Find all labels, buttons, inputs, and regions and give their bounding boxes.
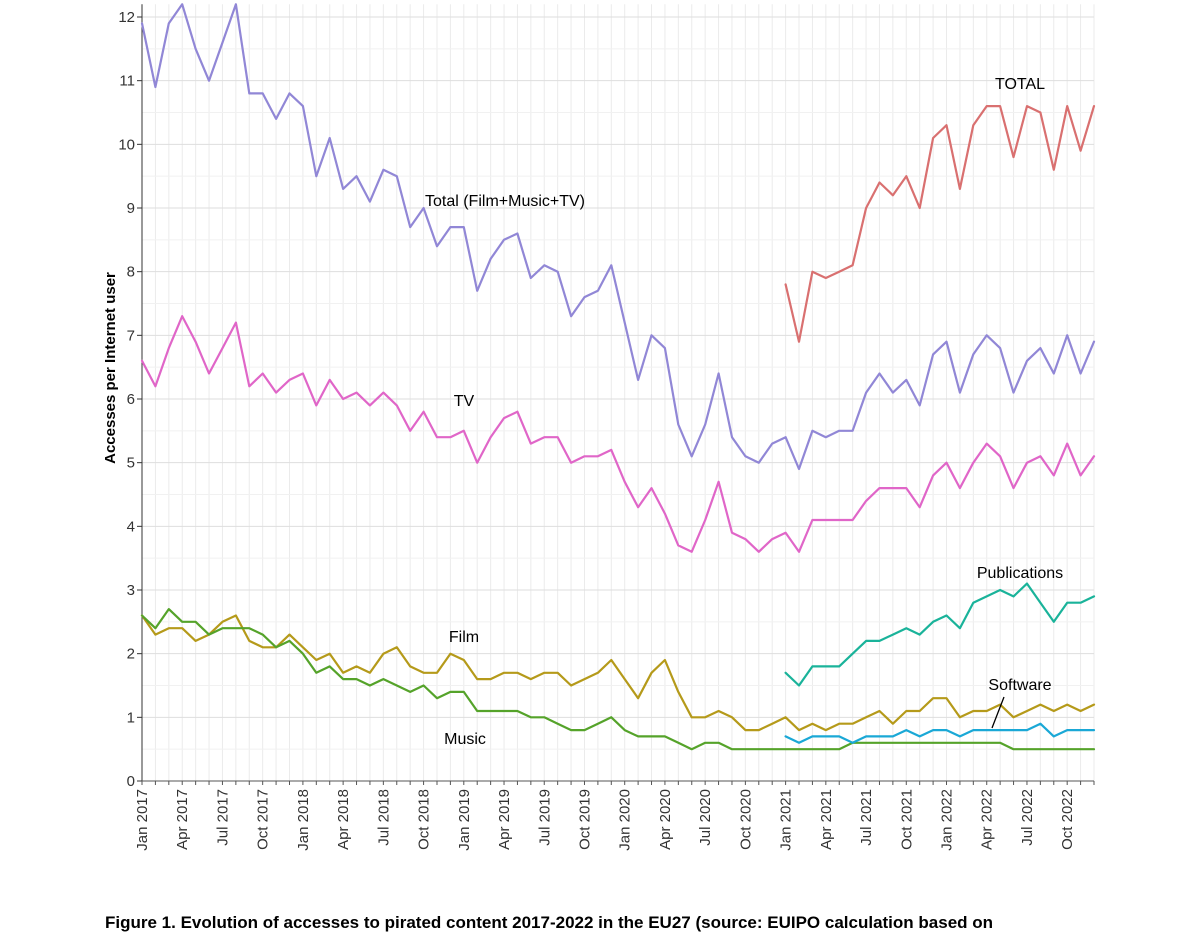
y-tick-label: 3 — [127, 582, 135, 599]
y-tick-label: 8 — [127, 264, 135, 281]
y-tick-label: 1 — [127, 709, 135, 726]
x-tick-label: Jul 2022 — [1019, 789, 1036, 846]
x-tick-label: Apr 2022 — [979, 789, 996, 850]
y-tick-label: 6 — [127, 391, 135, 408]
series-line-film — [140, 614, 1096, 732]
series-label-publications: Publications — [977, 565, 1063, 582]
x-tick-label: Oct 2022 — [1059, 789, 1076, 850]
series-line-tv — [140, 315, 1096, 553]
x-tick-label: Jan 2018 — [295, 789, 312, 851]
grid — [141, 4, 1095, 782]
y-tick-label: 9 — [127, 200, 135, 217]
x-tick-label: Jul 2021 — [858, 789, 875, 846]
series-labels: TOTAL Total (Film+Music+TV) TV Publications… — [425, 76, 1063, 748]
x-tick-label: Jan 2021 — [778, 789, 795, 851]
x-tick-label: Oct 2018 — [416, 789, 433, 850]
x-tick-label: Jan 2022 — [939, 789, 956, 851]
y-tick-label: 2 — [127, 646, 135, 663]
y-tick-label: 11 — [119, 73, 135, 90]
series-label-tv: TV — [454, 393, 475, 410]
x-tick-label: Apr 2017 — [174, 789, 191, 850]
series-line-software — [784, 722, 1096, 744]
series-line-music — [140, 607, 1096, 751]
x-tick-label: Oct 2019 — [576, 789, 593, 850]
series-lines — [140, 3, 1096, 751]
y-tick-label: 0 — [127, 773, 135, 790]
x-tick-label: Jul 2017 — [214, 789, 231, 846]
y-tick-label: 4 — [127, 518, 135, 535]
series-label-software: Software — [988, 677, 1051, 694]
x-tick-label: Jan 2017 — [134, 789, 151, 851]
y-tick-label: 7 — [127, 327, 135, 344]
y-tick-label: 12 — [118, 9, 135, 26]
x-tick-label: Jul 2020 — [697, 789, 714, 846]
series-line-publications — [784, 582, 1096, 687]
y-axis-title: Accesses per Internet user — [102, 272, 119, 464]
software-pointer-line — [991, 696, 1005, 729]
series-label-total: TOTAL — [995, 76, 1045, 93]
x-tick-label: Apr 2019 — [496, 789, 513, 850]
x-tick-label: Apr 2021 — [818, 789, 835, 850]
series-line-total — [784, 104, 1096, 343]
x-tick-label: Jan 2020 — [617, 789, 634, 851]
x-tick-label: Oct 2017 — [255, 789, 272, 850]
y-tick-label: 5 — [127, 455, 135, 472]
x-tick-label: Jul 2018 — [375, 789, 392, 846]
series-label-total-film-music-tv: Total (Film+Music+TV) — [425, 193, 585, 210]
x-tick-label: Oct 2021 — [898, 789, 915, 850]
x-tick-label: Jan 2019 — [456, 789, 473, 851]
y-tick-label: 10 — [118, 136, 135, 153]
series-line-total-film-music-tv — [140, 3, 1096, 471]
figure-caption: Figure 1. Evolution of accesses to pirat… — [105, 913, 994, 932]
x-tick-label: Jul 2019 — [536, 789, 553, 846]
series-label-film: Film — [449, 629, 479, 646]
x-tick-label: Apr 2020 — [657, 789, 674, 850]
x-tick-label: Oct 2020 — [737, 789, 754, 850]
series-label-music: Music — [444, 731, 486, 748]
x-tick-label: Apr 2018 — [335, 789, 352, 850]
